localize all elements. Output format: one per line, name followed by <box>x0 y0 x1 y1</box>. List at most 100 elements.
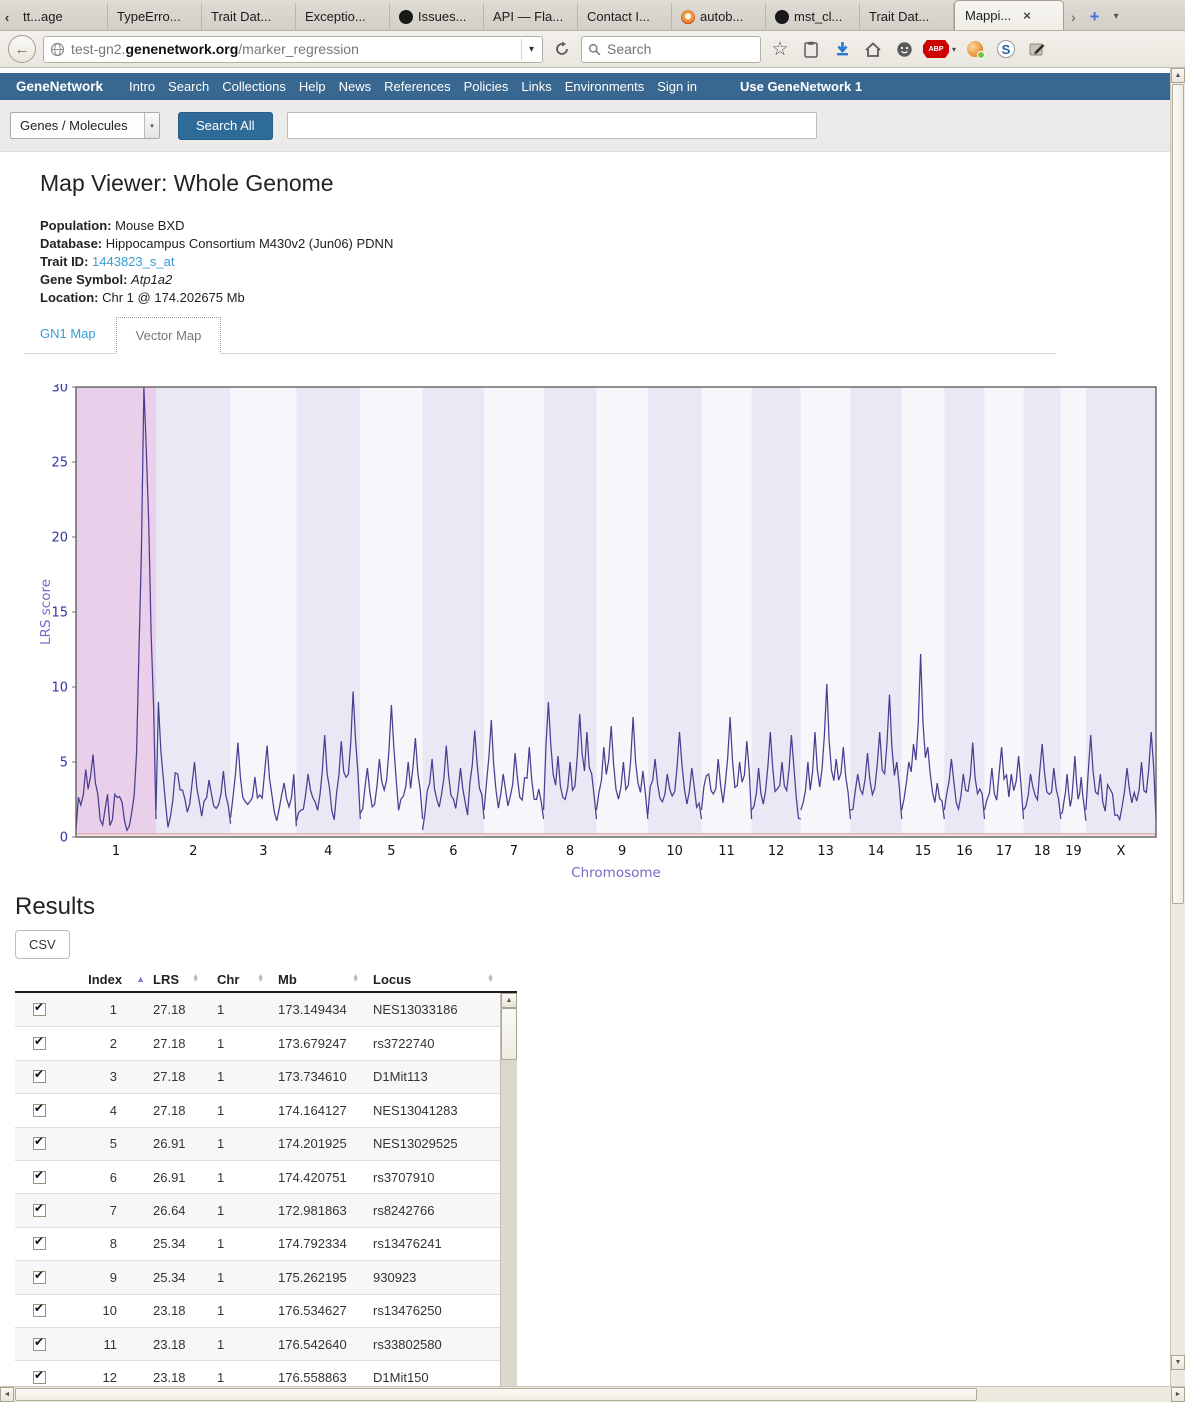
table-row[interactable]: ✔ 12 23.18 1 176.558863 D1Mit150 <box>15 1360 517 1391</box>
browser-tab[interactable]: tt...age <box>14 3 108 30</box>
nav-item-search[interactable]: Search <box>168 79 210 94</box>
tab-gn1-map[interactable]: GN1 Map <box>40 326 96 341</box>
reload-icon[interactable] <box>550 37 574 61</box>
row-checkbox[interactable]: ✔ <box>33 1234 46 1251</box>
scroll-up-icon[interactable]: ▲ <box>1171 68 1185 83</box>
back-button[interactable]: ← <box>8 35 36 63</box>
table-scrollbar-thumb[interactable] <box>501 1008 517 1060</box>
nav-item-policies[interactable]: Policies <box>463 79 509 94</box>
scroll-left-icon[interactable]: ◄ <box>0 1387 14 1402</box>
browser-search-input[interactable] <box>607 41 737 57</box>
nav-item-sign-in[interactable]: Sign in <box>657 79 697 94</box>
browser-tab[interactable]: mst_cl... <box>766 3 860 30</box>
nav-item-help[interactable]: Help <box>298 79 326 94</box>
column-header-mb[interactable]: Mb ▲ ▼ <box>278 971 359 987</box>
table-row[interactable]: ✔ 4 27.18 1 174.164127 NES13041283 <box>15 1093 517 1126</box>
select-dropdown-icon[interactable]: ▾ <box>144 113 159 138</box>
row-checkbox[interactable]: ✔ <box>33 1034 46 1051</box>
menu-icon[interactable] <box>1056 42 1074 56</box>
tab-vector-map[interactable]: Vector Map <box>115 317 222 354</box>
column-header-locus[interactable]: Locus ▲ ▼ <box>373 971 494 987</box>
row-checkbox[interactable]: ✔ <box>33 1134 46 1151</box>
horizontal-scrollbar-track[interactable] <box>977 1387 1171 1402</box>
browser-tab[interactable]: Issues... <box>390 3 484 30</box>
home-icon[interactable] <box>861 37 885 61</box>
browser-tab[interactable]: TypeErro... <box>108 3 202 30</box>
sort-icon[interactable]: ▲ ▼ <box>352 972 359 984</box>
row-checkbox[interactable]: ✔ <box>33 1301 46 1318</box>
row-checkbox[interactable]: ✔ <box>33 1000 46 1017</box>
url-dropdown-icon[interactable]: ▾ <box>520 38 536 60</box>
row-checkbox[interactable]: ✔ <box>33 1267 46 1284</box>
bookmarks-menu-icon[interactable] <box>799 37 823 61</box>
extension-ball-icon[interactable] <box>963 37 987 61</box>
row-checkbox[interactable]: ✔ <box>33 1334 46 1351</box>
sort-asc-icon[interactable]: ▲ <box>136 974 145 984</box>
table-row[interactable]: ✔ 7 26.64 1 172.981863 rs8242766 <box>15 1193 517 1227</box>
table-scrollbar[interactable]: ▲ <box>500 993 517 1391</box>
table-row[interactable]: ✔ 8 25.34 1 174.792334 rs13476241 <box>15 1226 517 1260</box>
bookmark-star-icon[interactable]: ☆ <box>771 38 789 60</box>
tab-overflow-icon[interactable]: › <box>1071 8 1076 25</box>
row-checkbox[interactable]: ✔ <box>33 1167 46 1184</box>
nav-item-environments[interactable]: Environments <box>564 79 645 94</box>
table-row[interactable]: ✔ 11 23.18 1 176.542640 rs33802580 <box>15 1326 517 1361</box>
browser-tab[interactable]: Trait Dat... <box>860 3 954 30</box>
use-genenetwork1-link[interactable]: Use GeneNetwork 1 <box>739 79 863 94</box>
browser-tab[interactable]: autob... <box>672 3 766 30</box>
search-all-button[interactable]: Search All <box>178 111 273 140</box>
scroll-up-icon[interactable]: ▲ <box>501 993 517 1008</box>
trait-id-link[interactable]: 1443823_s_at <box>92 254 175 269</box>
download-icon[interactable] <box>830 37 854 61</box>
browser-tab[interactable]: Exceptio... <box>296 3 390 30</box>
sort-icon[interactable]: ▲ ▼ <box>192 972 199 984</box>
row-checkbox[interactable]: ✔ <box>33 1367 46 1384</box>
vertical-scrollbar-thumb[interactable] <box>1172 84 1184 904</box>
browser-tab[interactable]: Contact I... <box>578 3 672 30</box>
messenger-icon[interactable] <box>892 37 916 61</box>
sort-icon[interactable]: ▲ ▼ <box>257 972 264 984</box>
search-category-select[interactable]: Genes / Molecules ▾ <box>10 112 160 139</box>
nav-item-intro[interactable]: Intro <box>129 79 156 94</box>
csv-button[interactable]: CSV <box>15 930 70 959</box>
tab-scroll-left-icon[interactable]: ‹ <box>4 9 10 25</box>
table-row[interactable]: ✔ 1 27.18 1 173.149434 NES13033186 <box>15 993 517 1027</box>
table-row[interactable]: ✔ 9 25.34 1 175.262195 930923 <box>15 1260 517 1294</box>
adblock-dropdown-icon[interactable]: ▾ <box>952 44 957 54</box>
table-row[interactable]: ✔ 3 27.18 1 173.734610 D1Mit113 <box>15 1059 517 1094</box>
browser-search-box[interactable] <box>581 35 761 63</box>
horizontal-scrollbar-thumb[interactable] <box>15 1388 977 1401</box>
tab-list-dropdown-icon[interactable]: ▾ <box>1113 11 1119 22</box>
row-checkbox[interactable]: ✔ <box>33 1067 46 1084</box>
page-vertical-scrollbar[interactable]: ▲ ▼ <box>1170 68 1185 1386</box>
table-row[interactable]: ✔ 5 26.91 1 174.201925 NES13029525 <box>15 1126 517 1160</box>
row-checkbox[interactable]: ✔ <box>33 1100 46 1117</box>
table-row[interactable]: ✔ 6 26.91 1 174.420751 rs3707910 <box>15 1159 517 1193</box>
tab-close-icon[interactable]: × <box>1023 8 1031 23</box>
browser-tab[interactable]: Trait Dat... <box>202 3 296 30</box>
url-text[interactable]: test-gn2.genenetwork.org/marker_regressi… <box>71 41 359 57</box>
adblock-plus-icon[interactable]: ABP ▾ <box>923 37 956 61</box>
scroll-right-icon[interactable]: ► <box>1171 1387 1185 1402</box>
sort-icon[interactable]: ▲ ▼ <box>487 972 494 984</box>
browser-tab-active[interactable]: Mappi... × <box>954 0 1064 30</box>
row-checkbox[interactable]: ✔ <box>33 1201 46 1218</box>
edit-note-icon[interactable] <box>1025 37 1049 61</box>
nav-item-news[interactable]: News <box>338 79 372 94</box>
table-row[interactable]: ✔ 10 23.18 1 176.534627 rs13476250 <box>15 1293 517 1327</box>
column-header-index[interactable]: Index ▲ <box>88 971 145 987</box>
nav-item-links[interactable]: Links <box>521 79 552 94</box>
column-header-lrs[interactable]: LRS ▲ ▼ <box>153 971 199 987</box>
nav-item-collections[interactable]: Collections <box>222 79 286 94</box>
new-tab-button[interactable]: + <box>1089 6 1100 26</box>
global-search-input[interactable] <box>286 112 817 139</box>
page-horizontal-scrollbar[interactable]: ◄ ► <box>0 1386 1185 1402</box>
nav-item-references[interactable]: References <box>384 79 451 94</box>
genenetwork-brand[interactable]: GeneNetwork <box>16 79 104 94</box>
browser-tab[interactable]: API — Fla... <box>484 3 578 30</box>
session-icon[interactable]: S <box>994 37 1018 61</box>
column-header-chr[interactable]: Chr ▲ ▼ <box>217 971 264 987</box>
scroll-down-icon[interactable]: ▼ <box>1171 1355 1185 1370</box>
table-row[interactable]: ✔ 2 27.18 1 173.679247 rs3722740 <box>15 1026 517 1059</box>
url-box[interactable]: test-gn2.genenetwork.org/marker_regressi… <box>43 35 543 63</box>
